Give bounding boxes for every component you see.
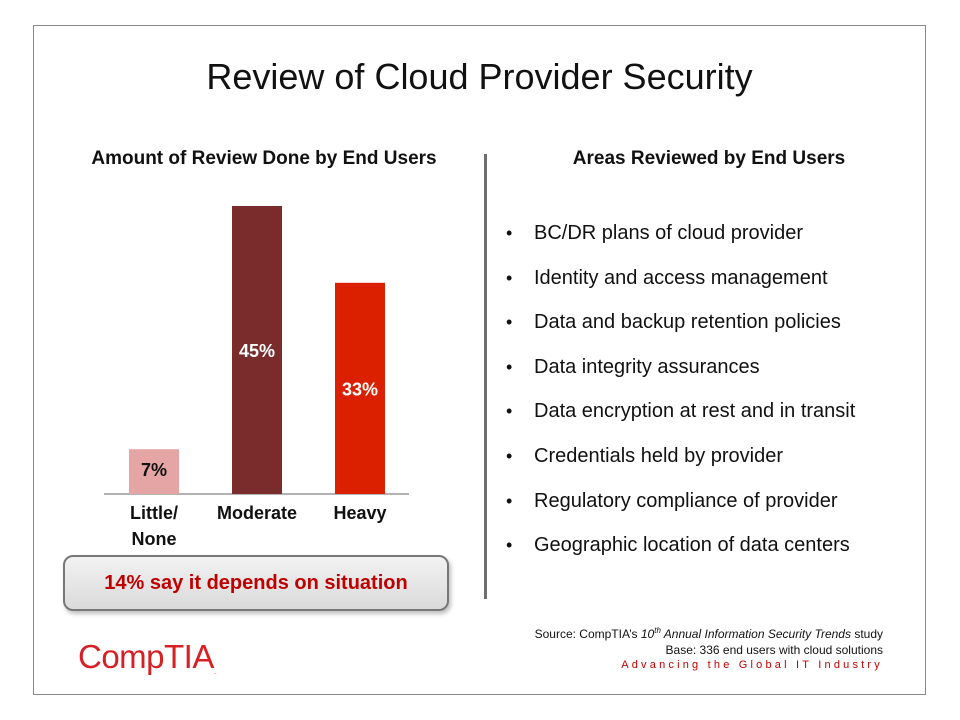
source-ordinal: 10th Annual Information Security Trends <box>640 626 851 641</box>
data-label-0: 7% <box>141 460 167 480</box>
tick-label-0: Little/None <box>130 503 178 549</box>
area-text: Data integrity assurances <box>534 355 760 378</box>
area-text: Geographic location of data centers <box>534 534 850 557</box>
list-item: • Data encryption at rest and in transit <box>506 400 926 445</box>
tagline: Advancing the Global IT Industry <box>621 659 883 671</box>
list-item: • Identity and access management <box>506 267 926 312</box>
area-text: Data and backup retention policies <box>534 311 841 334</box>
source-note: Source: CompTIA’s 10th Annual Informatio… <box>535 623 883 658</box>
bullet-icon: • <box>506 490 513 511</box>
chart-title: Amount of Review Done by End Users <box>91 148 437 169</box>
area-text: Data encryption at rest and in transit <box>534 400 856 423</box>
bullet-icon: • <box>506 223 513 243</box>
list-title: Areas Reviewed by End Users <box>572 148 846 169</box>
list-item: • Geographic location of data centers <box>506 534 926 579</box>
bullet-icon: • <box>506 401 513 422</box>
list-item: • Credentials held by provider <box>506 445 926 490</box>
bar-1 <box>232 206 282 494</box>
bar-chart: 7% Little/None 45% Moderate 33% Heavy <box>104 206 409 549</box>
areas-list: • BC/DR plans of cloud provider • Identity… <box>506 222 926 579</box>
vertical-divider <box>484 154 487 599</box>
list-item: • Regulatory compliance of provider <box>506 490 926 535</box>
bullet-icon: • <box>506 445 513 466</box>
bullet-icon: • <box>506 535 513 556</box>
depends-callout: 14% say it depends on situation <box>63 555 449 611</box>
logo-text: CompTIA <box>78 638 214 675</box>
bullet-icon: • <box>506 267 513 288</box>
bar-2 <box>335 282 385 494</box>
area-text: BC/DR plans of cloud provider <box>534 222 804 244</box>
list-item: • Data integrity assurances <box>506 356 926 401</box>
source-base: Base: 336 end users with cloud solutions <box>665 643 883 657</box>
bullet-icon: • <box>506 312 513 333</box>
source-suffix: study <box>850 627 883 641</box>
tick-label-1: Moderate <box>217 503 297 523</box>
list-item: • Data and backup retention policies <box>506 311 926 356</box>
logo-mark: . <box>213 667 216 676</box>
area-text: Identity and access management <box>534 266 828 289</box>
data-label-1: 45% <box>239 341 275 361</box>
slide-title: Review of Cloud Provider Security <box>206 56 753 97</box>
list-item: • BC/DR plans of cloud provider <box>506 222 926 267</box>
bullet-icon: • <box>506 356 513 377</box>
bar-0 <box>129 449 179 494</box>
slide: Review of Cloud Provider Security Amount… <box>33 25 926 695</box>
area-text: Regulatory compliance of provider <box>534 489 838 512</box>
area-text: Credentials held by provider <box>534 444 784 467</box>
source-prefix: Source: CompTIA’s <box>534 627 641 641</box>
comptia-logo: CompTIA. <box>78 638 216 676</box>
tick-label-2: Heavy <box>333 503 386 523</box>
data-label-2: 33% <box>342 379 378 399</box>
source-line: Source: CompTIA’s 10th Annual Informatio… <box>535 623 883 642</box>
